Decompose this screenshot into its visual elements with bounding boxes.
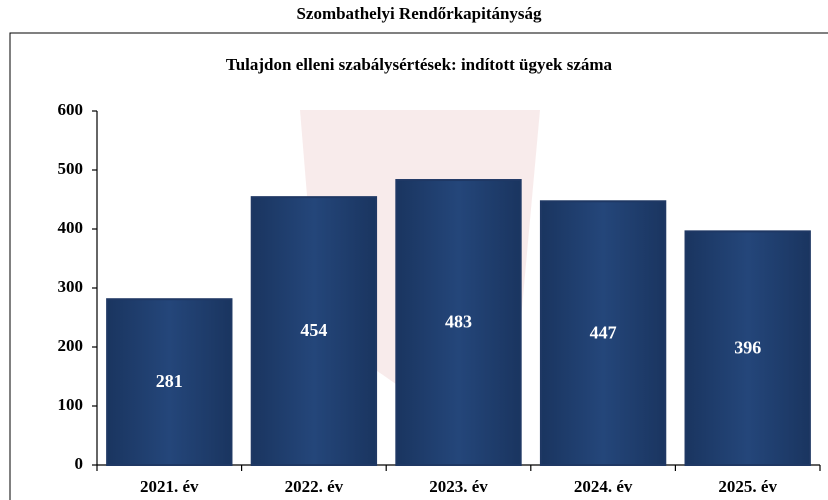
bar	[395, 179, 522, 466]
x-tick-label: 2021. év	[140, 477, 199, 496]
y-tick-label: 0	[75, 454, 84, 473]
y-tick-label: 100	[58, 395, 84, 414]
y-tick-label: 200	[58, 336, 84, 355]
y-tick-label: 500	[58, 159, 84, 178]
x-tick-label: 2024. év	[574, 477, 633, 496]
value-label: 483	[445, 312, 472, 332]
y-tick-label: 300	[58, 277, 84, 296]
x-tick-label: 2023. év	[429, 477, 488, 496]
bar	[684, 230, 811, 466]
value-label: 281	[156, 371, 183, 391]
bar	[539, 200, 667, 467]
page-title: Szombathelyi Rendőrkapitányság	[296, 4, 542, 23]
value-label: 396	[734, 337, 761, 357]
y-tick-label: 400	[58, 218, 84, 237]
x-tick-label: 2022. év	[285, 477, 344, 496]
bar	[250, 196, 378, 466]
value-label: 454	[300, 320, 327, 340]
bar	[106, 298, 233, 466]
chart-title: Tulajdon elleni szabálysértések: indítot…	[226, 55, 613, 74]
value-label: 447	[590, 322, 617, 342]
chart-frame	[9, 32, 828, 500]
x-tick-label: 2025. év	[718, 477, 777, 496]
y-tick-label: 600	[58, 100, 84, 119]
